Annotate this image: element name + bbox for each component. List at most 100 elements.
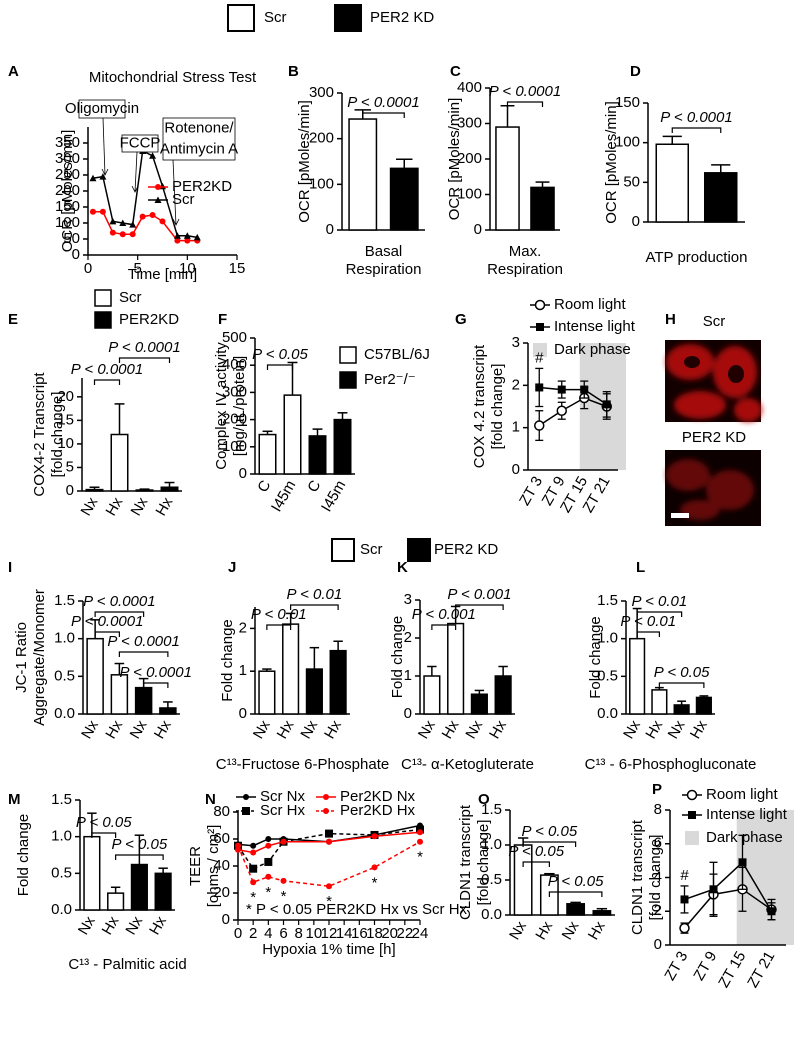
x-tick-label: Nx — [462, 717, 486, 742]
significance-label: P < 0.05 — [654, 664, 710, 681]
legend-swatch — [339, 346, 357, 364]
panel-letter: F — [218, 311, 227, 328]
bar — [282, 623, 300, 715]
data-point — [326, 838, 332, 845]
micrograph — [665, 450, 761, 526]
y-axis-label: Fold change — [15, 814, 32, 897]
legend-label: Dark phase — [706, 829, 783, 846]
legend-label: Room light — [706, 786, 779, 803]
y-axis-label: COX4-2 Transcript — [31, 372, 48, 497]
y-axis-label: JC-1 Ratio — [13, 622, 30, 693]
data-point — [679, 922, 690, 934]
significance-label: P < 0.01 — [620, 613, 676, 630]
bar — [695, 696, 712, 715]
legend-marker — [534, 299, 546, 311]
panel-letter: D — [630, 63, 641, 80]
y-tick-label: 10 — [57, 435, 74, 452]
significance-label: P < 0.05 — [548, 873, 604, 890]
y-axis-label: OCR [pMoles/min] — [446, 98, 463, 221]
bar — [160, 486, 179, 492]
x-tick-label: Nx — [78, 494, 102, 519]
x-tick-label: 22 — [396, 925, 413, 942]
dark-phase-shade — [736, 810, 794, 945]
x-axis-label: C¹³ - Palmitic acid — [68, 956, 186, 973]
legend-label: PER2KD — [119, 311, 179, 328]
y-tick-label: 100 — [615, 134, 640, 151]
y-axis-label: [ohms / cm²] — [205, 825, 222, 908]
image-label: Scr — [703, 313, 726, 330]
y-tick-label: 1 — [404, 667, 412, 684]
y-tick-label: 500 — [222, 329, 247, 346]
bar — [130, 863, 148, 911]
y-tick-label: 1 — [512, 419, 520, 436]
legend-label: Scr — [264, 9, 287, 26]
x-tick-label: Nx — [665, 717, 689, 742]
y-tick-label: 1.0 — [51, 828, 72, 845]
x-axis-label: Time [min] — [128, 266, 197, 283]
data-point — [417, 838, 423, 845]
annotation: Rotenone/ — [164, 119, 234, 136]
x-tick-label: 10 — [179, 260, 196, 277]
bar — [530, 186, 555, 231]
data-point — [371, 833, 378, 840]
bar — [283, 394, 302, 475]
significance-label: P < 0.05 — [508, 843, 564, 860]
y-tick-label: 150 — [615, 94, 640, 111]
legend-label: Per2⁻/⁻ — [364, 371, 416, 388]
legend-label: Intense light — [706, 806, 788, 823]
y-tick-label: 100 — [457, 185, 482, 202]
data-point — [602, 400, 611, 409]
y-tick-label: 40 — [213, 857, 230, 874]
data-point — [129, 221, 137, 228]
x-axis-label: Respiration — [487, 261, 563, 278]
x-tick-label: 14 — [336, 925, 353, 942]
y-tick-label: 0.5 — [51, 864, 72, 881]
y-tick-label: 200 — [309, 130, 334, 147]
bar — [135, 489, 154, 492]
bar — [348, 118, 378, 231]
legend-swatch — [94, 289, 112, 307]
bar — [305, 668, 323, 715]
y-tick-label: 150 — [55, 198, 80, 215]
panel-letter: J — [228, 559, 236, 576]
x-tick-label: ZT 21 — [744, 948, 778, 990]
y-tick-label: 350 — [55, 134, 80, 151]
significance-star: * — [281, 888, 287, 905]
significance-bracket — [266, 364, 294, 370]
y-tick-label: 0 — [404, 705, 412, 722]
significance-star: * — [417, 849, 423, 866]
y-axis-label: Fold change — [389, 616, 406, 699]
bar — [308, 435, 327, 475]
significance-bracket — [671, 127, 722, 133]
significance-star: * — [250, 889, 256, 906]
legend-marker — [242, 807, 250, 815]
chart-title: Mitochondrial Stress Test — [89, 69, 257, 86]
legend-label: Scr — [172, 191, 195, 208]
y-tick-label: 2 — [654, 902, 662, 919]
y-tick-label: 300 — [309, 84, 334, 101]
panel-letter: A — [8, 63, 19, 80]
y-tick-label: 0 — [632, 213, 640, 230]
significance-label: P < 0.0001 — [660, 109, 732, 126]
data-point — [738, 858, 747, 867]
significance-bracket — [522, 841, 577, 847]
x-tick-label: 15 — [229, 260, 246, 277]
x-tick-label: Hx — [687, 717, 711, 742]
legend-swatch — [685, 831, 699, 845]
data-point — [767, 907, 776, 916]
data-point — [89, 208, 96, 215]
legend-marker — [243, 794, 249, 800]
bar — [107, 892, 125, 911]
x-tick-label: 20 — [381, 925, 398, 942]
x-tick-label: 5 — [133, 260, 141, 277]
significance-bracket — [636, 631, 660, 637]
y-axis-label: OCR [pMoles/min] — [603, 101, 620, 224]
y-tick-label: 100 — [309, 175, 334, 192]
annotation-box — [78, 99, 126, 119]
significance-label: P < 0.01 — [632, 593, 688, 610]
significance-label: P < 0.01 — [251, 606, 307, 623]
data-point — [139, 213, 146, 220]
significance-bracket — [143, 682, 169, 688]
y-tick-label: 300 — [222, 383, 247, 400]
x-tick-label: 6 — [279, 925, 287, 942]
